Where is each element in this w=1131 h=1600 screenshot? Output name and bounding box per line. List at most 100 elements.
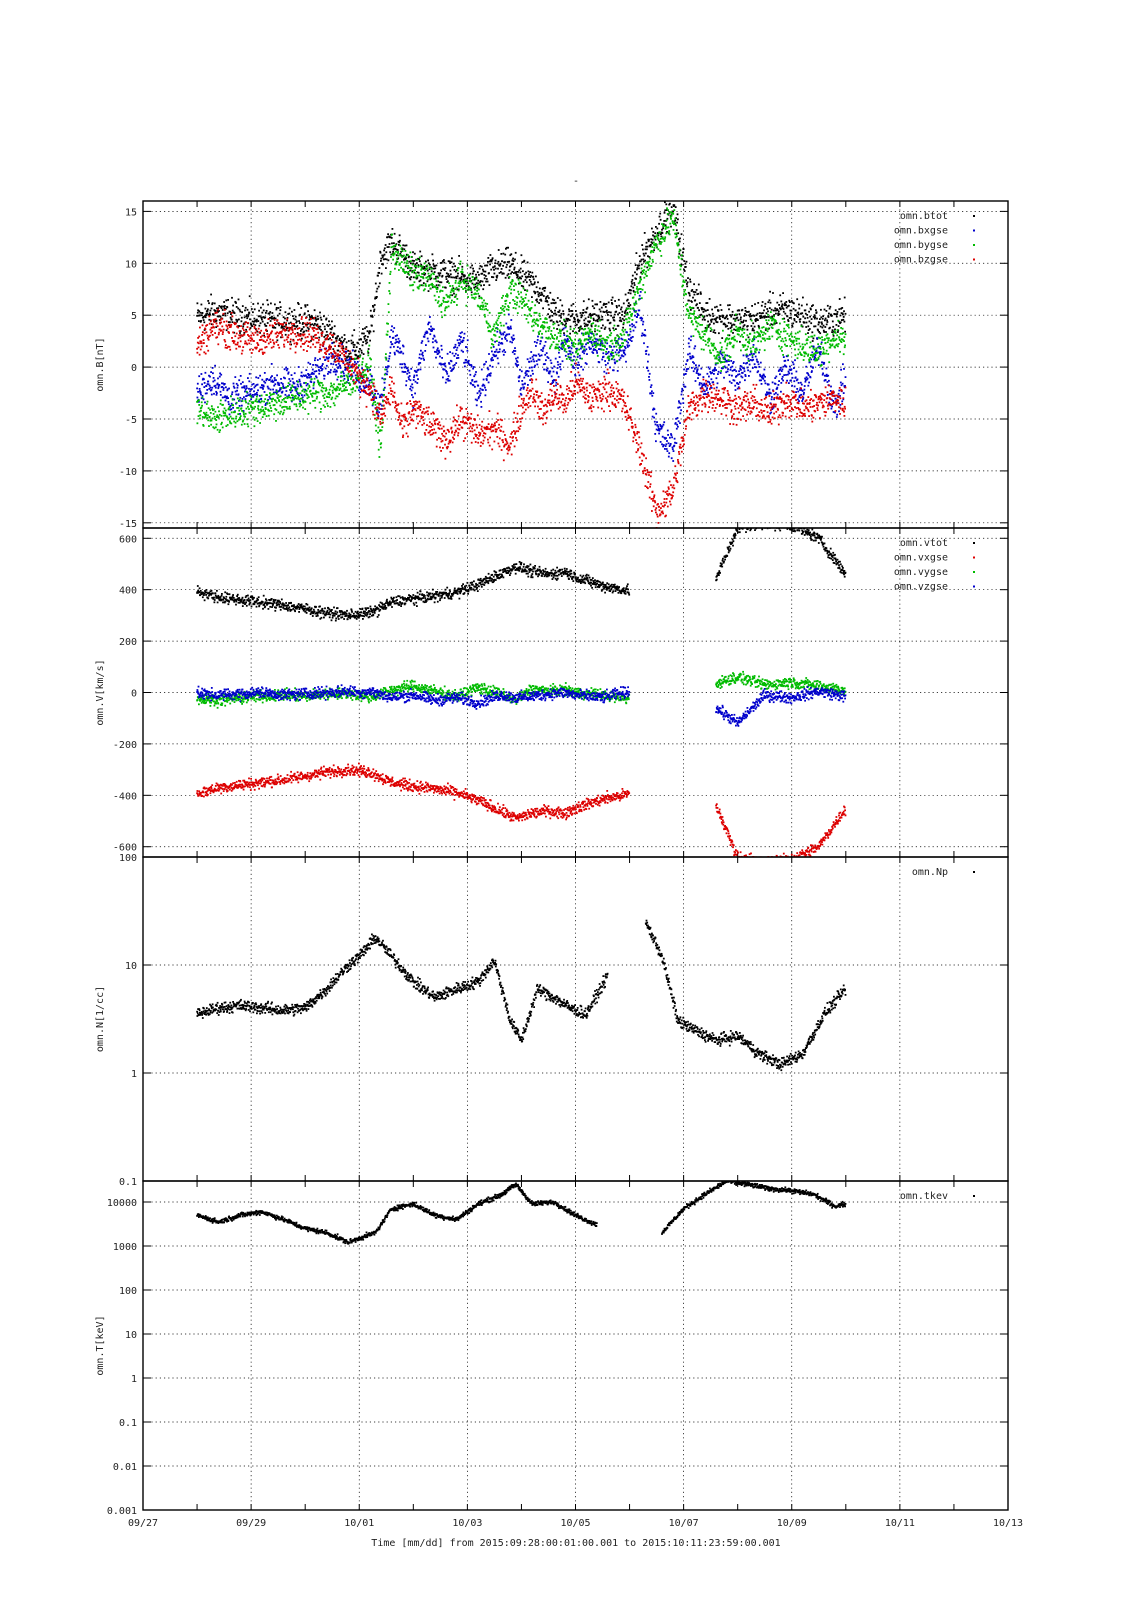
data-point: [233, 420, 236, 423]
data-point: [645, 245, 647, 248]
data-point: [337, 376, 340, 378]
data-point: [638, 264, 641, 267]
data-point: [599, 301, 602, 303]
data-point: [527, 321, 530, 324]
data-point: [239, 417, 241, 419]
data-point: [341, 341, 344, 343]
data-point: [249, 390, 251, 393]
data-point: [619, 344, 622, 347]
data-point: [499, 312, 502, 314]
data-point: [387, 233, 389, 236]
data-point: [441, 274, 444, 277]
data-point: [662, 227, 664, 230]
data-point: [274, 317, 277, 320]
data-point: [424, 283, 427, 285]
data-point: [381, 404, 383, 407]
data-point: [514, 303, 516, 305]
data-point: [197, 390, 199, 393]
data-point: [408, 371, 411, 374]
data-point: [633, 324, 635, 327]
data-point: [601, 315, 604, 318]
data-point: [537, 293, 540, 296]
data-point: [365, 386, 367, 388]
data-point: [789, 312, 792, 315]
data-point: [581, 314, 584, 317]
data-point: [742, 367, 744, 369]
data-point: [455, 362, 458, 364]
data-point: [601, 342, 604, 345]
data-point: [571, 344, 574, 347]
data-point: [662, 445, 664, 448]
data-point: [660, 233, 662, 235]
data-point: [314, 364, 317, 366]
data-point: [419, 284, 422, 287]
data-point: [808, 381, 810, 384]
data-point: [206, 310, 209, 312]
data-point: [815, 311, 818, 314]
data-point: [521, 275, 524, 278]
data-point: [289, 407, 291, 410]
data-point: [332, 370, 335, 373]
data-point: [451, 257, 453, 260]
data-point: [354, 358, 357, 360]
data-point: [496, 330, 499, 333]
data-point: [213, 392, 215, 395]
data-point: [711, 308, 713, 311]
data-point: [412, 379, 415, 381]
data-point: [536, 319, 539, 322]
data-point: [418, 258, 420, 261]
data-point: [822, 324, 825, 327]
data-point: [797, 390, 800, 393]
data-point: [332, 402, 335, 405]
data-point: [290, 343, 292, 346]
data-point: [215, 319, 218, 322]
data-point: [359, 377, 362, 380]
data-point: [271, 379, 274, 382]
data-point: [209, 313, 211, 316]
data-point: [230, 422, 233, 425]
data-point: [554, 312, 557, 315]
data-point: [596, 342, 599, 345]
data-point: [554, 301, 557, 304]
data-point: [725, 371, 728, 374]
data-point: [474, 277, 476, 280]
data-point: [737, 319, 740, 322]
data-point: [316, 359, 319, 361]
data-point: [730, 360, 733, 362]
data-point: [410, 367, 413, 370]
data-point: [829, 326, 831, 329]
data-point: [452, 276, 454, 279]
data-point: [609, 340, 612, 343]
data-point: [522, 383, 524, 386]
data-point: [297, 396, 300, 399]
data-point: [788, 304, 790, 307]
data-point: [482, 383, 485, 386]
data-point: [558, 346, 561, 349]
data-point: [509, 302, 511, 304]
data-point: [798, 400, 800, 402]
data-point: [396, 340, 399, 343]
data-point: [554, 309, 556, 312]
data-point: [488, 284, 491, 286]
data-point: [678, 238, 680, 241]
data-point: [746, 354, 749, 357]
data-point: [496, 276, 498, 279]
data-point: [457, 288, 460, 291]
data-point: [210, 393, 213, 396]
data-point: [796, 298, 799, 301]
data-point: [436, 288, 439, 290]
data-point: [394, 267, 396, 270]
data-point: [341, 375, 344, 378]
data-point: [322, 404, 325, 407]
data-point: [726, 354, 729, 357]
data-point: [812, 304, 814, 307]
data-point: [218, 305, 221, 307]
data-point: [320, 348, 323, 351]
data-point: [585, 323, 587, 326]
data-point: [417, 368, 420, 371]
data-point: [528, 279, 531, 281]
data-point: [637, 292, 639, 294]
data-point: [267, 303, 269, 306]
data-point: [784, 359, 787, 362]
data-point: [542, 295, 545, 297]
